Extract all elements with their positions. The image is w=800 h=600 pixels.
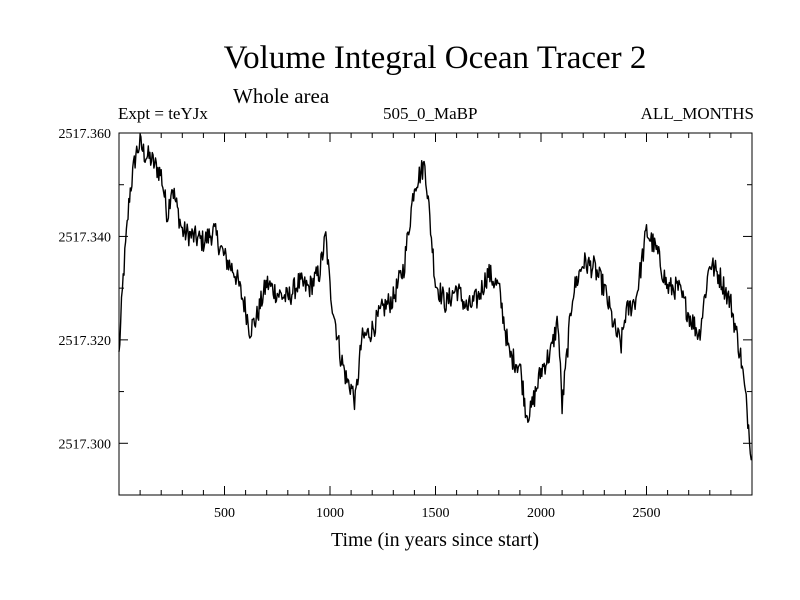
months-label: ALL_MONTHS [640,104,754,123]
chart-title: Volume Integral Ocean Tracer 2 [223,40,647,76]
plot-frame [118,132,753,496]
axis-ticks [119,133,752,495]
experiment-label: Expt = teYJx [118,104,208,123]
y-tick-label: 2517.300 [59,437,112,452]
x-tick-label: 1500 [422,506,450,521]
x-tick-label: 500 [214,506,235,521]
y-tick-label: 2517.360 [59,127,112,142]
y-tick-label: 2517.320 [59,334,112,349]
y-tick-label: 2517.340 [59,230,112,245]
x-axis-title: Time (in years since start) [331,529,539,551]
axis-tick-labels: 500 1000 1500 2000 2500 2517.300 2517.320 2517.… [59,127,661,521]
period-label: 505_0_MaBP [383,104,478,123]
x-tick-label: 1000 [316,506,344,521]
series-line [118,133,753,461]
chart-subtitle: Whole area [233,84,330,108]
x-tick-label: 2500 [633,506,661,521]
x-tick-label: 2000 [527,506,555,521]
